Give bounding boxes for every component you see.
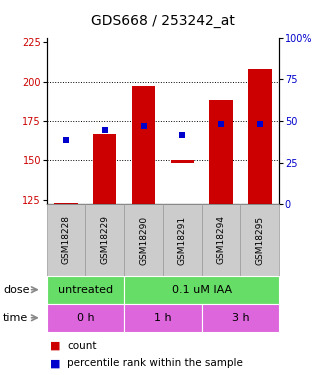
Text: 3 h: 3 h <box>232 313 249 323</box>
Text: GDS668 / 253242_at: GDS668 / 253242_at <box>91 14 235 28</box>
Text: GSM18291: GSM18291 <box>178 215 187 265</box>
Text: GSM18295: GSM18295 <box>256 215 265 265</box>
Bar <box>209 100 233 204</box>
Bar <box>93 134 116 204</box>
Text: GSM18294: GSM18294 <box>217 216 226 264</box>
Text: dose: dose <box>3 285 30 295</box>
Text: ■: ■ <box>50 358 60 368</box>
Text: ■: ■ <box>50 340 60 351</box>
Text: time: time <box>3 313 29 323</box>
Bar <box>171 160 194 164</box>
Bar <box>248 69 272 204</box>
Text: 0 h: 0 h <box>76 313 94 323</box>
Text: percentile rank within the sample: percentile rank within the sample <box>67 358 243 368</box>
Text: 0.1 uM IAA: 0.1 uM IAA <box>172 285 232 295</box>
Text: GSM18229: GSM18229 <box>100 216 109 264</box>
Text: untreated: untreated <box>58 285 113 295</box>
Bar <box>54 203 78 204</box>
Text: 1 h: 1 h <box>154 313 172 323</box>
Text: GSM18290: GSM18290 <box>139 215 148 265</box>
Text: GSM18228: GSM18228 <box>61 216 70 264</box>
Text: count: count <box>67 340 97 351</box>
Bar <box>132 86 155 204</box>
